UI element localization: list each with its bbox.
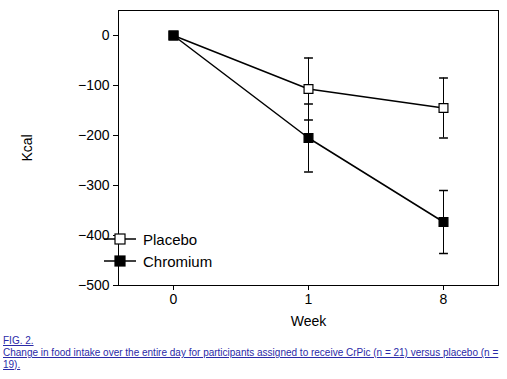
svg-text:−300: −300 [78, 177, 110, 193]
svg-text:−500: −500 [78, 277, 110, 293]
svg-text:1: 1 [305, 291, 313, 307]
svg-text:Kcal: Kcal [19, 134, 35, 161]
svg-text:Week: Week [291, 313, 328, 329]
svg-text:0: 0 [170, 291, 178, 307]
html-text:Placebo: Placebo [143, 230, 198, 248]
svg-text:8: 8 [440, 291, 448, 307]
svg-text:0: 0 [102, 27, 110, 43]
svg-text:−400: −400 [78, 227, 110, 243]
svg-text:−100: −100 [78, 77, 110, 93]
html-text:FIG. 2.: FIG. 2. [3, 335, 34, 346]
svg-text:−200: −200 [78, 127, 110, 143]
html-text:Chromium: Chromium [143, 252, 213, 270]
html-text:Change in food intake over the: Change in food intake over the entire da… [3, 347, 499, 370]
